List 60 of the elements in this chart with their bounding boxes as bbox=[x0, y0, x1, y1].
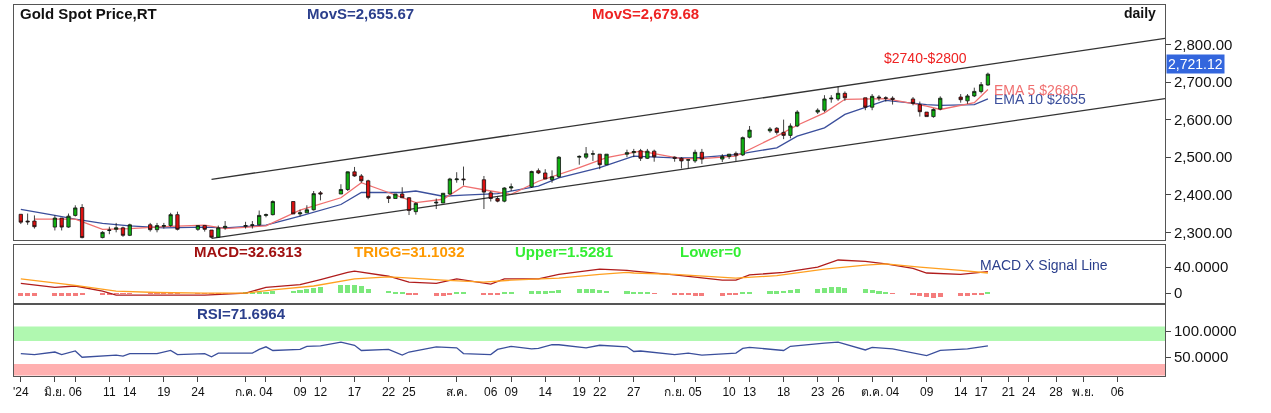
x-tick-label: 13 bbox=[742, 385, 757, 400]
annotation: RSI=71.6964 bbox=[197, 305, 286, 322]
annotation: MACD=32.6313 bbox=[194, 243, 302, 260]
annotation: MovS=2,655.67 bbox=[307, 5, 415, 22]
annotation: Lower=0 bbox=[680, 243, 742, 260]
x-tick-label: ต.ค. bbox=[860, 385, 884, 400]
x-tick-label: 11 bbox=[103, 385, 116, 400]
x-tick-label: 14 bbox=[123, 385, 137, 400]
annotation: MovS=2,679.68 bbox=[592, 5, 700, 22]
x-tick-label: ก.ย. bbox=[664, 385, 685, 400]
x-tick-label: 22 bbox=[593, 385, 607, 400]
text: 2,721.12 bbox=[1168, 56, 1223, 72]
x-tick-label: 09 bbox=[504, 385, 519, 400]
x-tick-label: 17 bbox=[347, 385, 362, 400]
x-tick-label: 25 bbox=[402, 385, 417, 400]
x-tick-label: 21 bbox=[1001, 385, 1016, 400]
x-tick-label: 06 bbox=[68, 385, 83, 400]
x-tick-label: 22 bbox=[381, 385, 396, 400]
y-tick-label: 2,500.00 bbox=[1174, 148, 1233, 166]
x-tick-label: 09 bbox=[919, 385, 934, 400]
annotation: TRIGG=31.1032 bbox=[354, 243, 465, 260]
x-tick-label: 10 bbox=[722, 385, 737, 400]
x-tick-label: 23 bbox=[810, 385, 825, 400]
y-tick-label: 100.0000 bbox=[1174, 322, 1237, 340]
y-tick-label: 40.0000 bbox=[1174, 258, 1229, 276]
x-tick-label: 27 bbox=[627, 385, 641, 400]
x-tick-label: 28 bbox=[1049, 385, 1064, 400]
y-tick-label: 0 bbox=[1174, 284, 1183, 302]
x-tick-label: 19 bbox=[572, 385, 587, 400]
y-tick-label: 2,700.00 bbox=[1174, 73, 1233, 91]
x-tick-label: '24 bbox=[12, 385, 29, 400]
x-tick-label: 24 bbox=[191, 385, 205, 400]
x-tick-label: 05 bbox=[688, 385, 703, 400]
x-tick-label: 06 bbox=[484, 385, 498, 400]
x-tick-label: 14 bbox=[538, 385, 553, 400]
y-tick-label: 2,600.00 bbox=[1174, 110, 1233, 128]
annotation: $2740-$2800 bbox=[884, 50, 967, 66]
annotation: Upper=1.5281 bbox=[515, 243, 613, 260]
x-tick-label: 12 bbox=[313, 385, 328, 400]
chart-title: Gold Spot Price,RT bbox=[20, 5, 157, 22]
x-tick-label: มิ.ย. bbox=[44, 385, 66, 400]
x-tick-label: 24 bbox=[1022, 385, 1036, 400]
x-tick-label: 06 bbox=[1110, 385, 1125, 400]
y-tick-label: 2,300.00 bbox=[1174, 223, 1233, 241]
annotation: MACD X Signal Line bbox=[980, 257, 1108, 273]
x-tick-label: 18 bbox=[776, 385, 791, 400]
x-tick-label: 17 bbox=[974, 385, 989, 400]
annotation: daily bbox=[1124, 5, 1157, 21]
x-tick-label: 26 bbox=[831, 385, 846, 400]
y-tick-label: 2,400.00 bbox=[1174, 186, 1233, 203]
x-tick-label: 19 bbox=[157, 385, 171, 400]
y-tick-label: 2,800.00 bbox=[1174, 35, 1233, 53]
x-tick-label: 04 bbox=[885, 385, 900, 400]
x-tick-label: 09 bbox=[293, 385, 308, 400]
x-tick-label: 04 bbox=[259, 385, 273, 400]
x-tick-label: ก.ค. bbox=[234, 385, 257, 400]
x-tick-label: ส.ค. bbox=[445, 385, 468, 400]
x-tick-label: พ.ย. bbox=[1072, 385, 1095, 400]
y-tick-label: 50.0000 bbox=[1174, 348, 1229, 366]
x-tick-label: 14 bbox=[954, 385, 968, 400]
